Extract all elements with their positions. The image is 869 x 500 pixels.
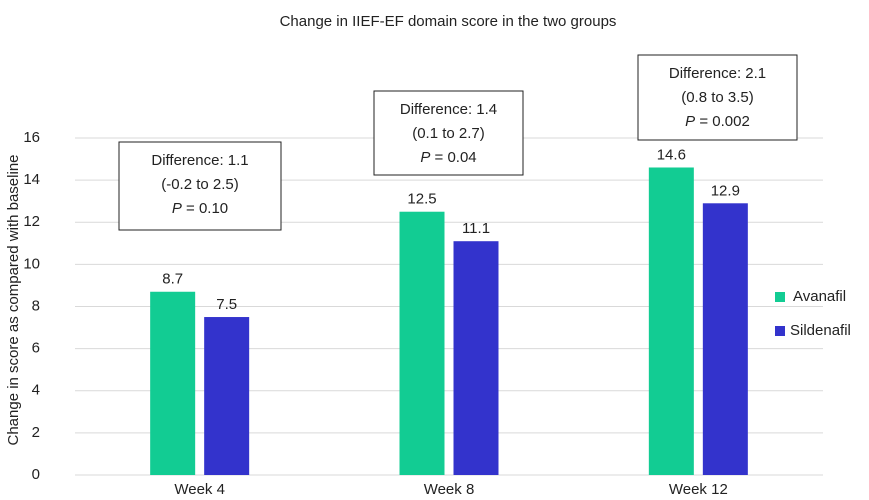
p-value: = 0.002 — [695, 113, 750, 130]
y-tick-label: 4 — [32, 382, 40, 399]
annotation-line: (0.8 to 3.5) — [681, 89, 754, 106]
y-tick-label: 0 — [32, 466, 40, 483]
legend-swatch — [775, 292, 785, 302]
annotation-line: Difference: 1.4 — [400, 101, 497, 118]
value-label: 12.5 — [407, 191, 436, 208]
x-tick-label: Week 8 — [424, 481, 475, 498]
annotation-box — [373, 90, 524, 176]
y-axis-label: Change in score as compared with baselin… — [5, 155, 22, 446]
bar — [702, 203, 748, 475]
p-value: = 0.10 — [182, 200, 228, 217]
y-tick-label: 16 — [23, 129, 40, 146]
y-tick-label: 8 — [32, 297, 40, 314]
value-label: 14.6 — [657, 146, 686, 163]
chart-title: Change in IIEF-EF domain score in the tw… — [280, 13, 617, 30]
annotation-line: (-0.2 to 2.5) — [161, 176, 239, 193]
bar — [204, 317, 250, 475]
y-tick-label: 14 — [23, 171, 40, 188]
value-label: 8.7 — [162, 271, 183, 288]
bar — [648, 167, 694, 476]
annotation-p: P = 0.10 — [172, 200, 228, 217]
p-symbol: P — [172, 200, 182, 217]
x-tick-label: Week 12 — [669, 481, 728, 498]
annotation-p: P = 0.04 — [420, 149, 476, 166]
y-tick-label: 10 — [23, 255, 40, 272]
annotation-line: Difference: 2.1 — [669, 65, 766, 82]
p-value: = 0.04 — [430, 149, 476, 166]
value-label: 12.9 — [711, 182, 740, 199]
x-tick-label: Week 4 — [174, 481, 225, 498]
legend-label: Sildenafil — [790, 322, 851, 339]
bar — [150, 291, 196, 475]
legend-swatch — [775, 326, 785, 336]
annotation-box — [637, 54, 798, 141]
annotation-box — [118, 141, 282, 231]
p-symbol: P — [685, 113, 695, 130]
value-label: 11.1 — [462, 220, 490, 237]
p-symbol: P — [420, 149, 430, 166]
value-label: 7.5 — [216, 296, 237, 313]
y-tick-label: 12 — [23, 213, 40, 230]
annotation-p: P = 0.002 — [685, 113, 750, 130]
y-tick-label: 2 — [32, 424, 40, 441]
annotation-line: (0.1 to 2.7) — [412, 125, 485, 142]
bar — [453, 241, 499, 475]
legend-label: Avanafil — [793, 288, 846, 305]
annotation-line: Difference: 1.1 — [151, 152, 248, 169]
bar — [399, 211, 445, 475]
y-tick-label: 6 — [32, 340, 40, 357]
